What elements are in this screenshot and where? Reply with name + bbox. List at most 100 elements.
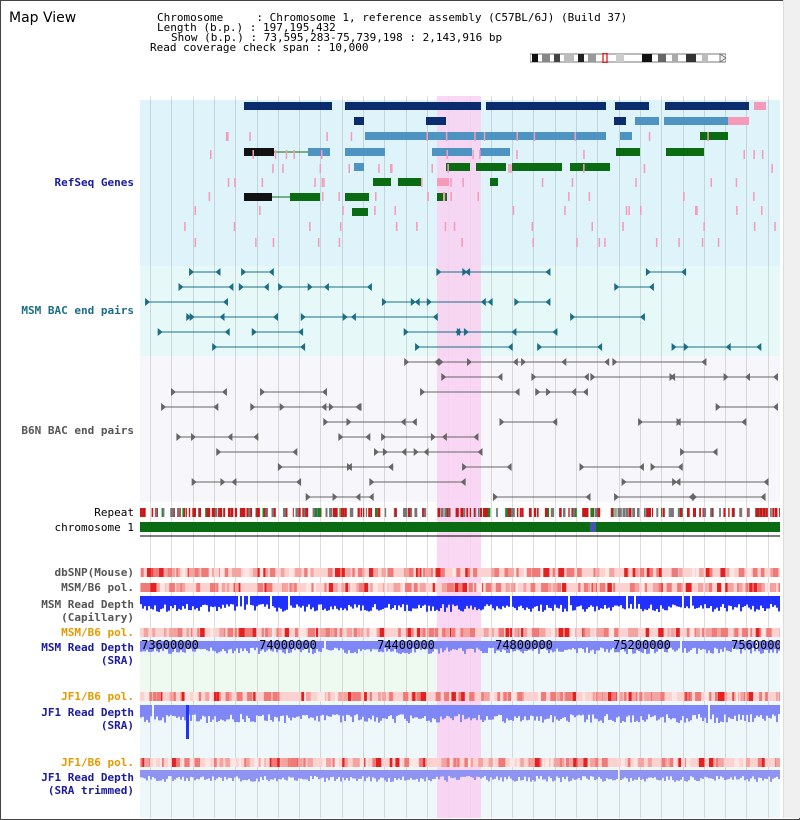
b6n-bac-end-pairs-label[interactable]: B6N BAC end pairs — [21, 424, 134, 437]
bac-end-marker — [639, 313, 645, 321]
depth-bar — [504, 596, 506, 608]
depth-bar — [564, 596, 566, 609]
repeat-mark — [350, 508, 354, 517]
depth-bar — [332, 641, 334, 650]
depth-bar — [140, 641, 142, 652]
depth-bar — [744, 596, 746, 606]
depth-bar — [168, 705, 170, 717]
depth-bar — [670, 641, 672, 648]
refseq-pink-tick — [461, 238, 463, 247]
depth-bar — [602, 705, 604, 723]
heat-cell — [698, 583, 704, 592]
depth-bar — [776, 641, 778, 654]
heat-cell — [704, 692, 710, 701]
heat-cell — [624, 568, 628, 577]
depth-bar — [554, 705, 556, 717]
depth-bar — [584, 596, 586, 612]
repeat-mark — [283, 508, 286, 517]
heat-cell — [715, 628, 721, 637]
depth-bar — [448, 596, 450, 605]
depth-bar — [602, 770, 604, 782]
bac-end-marker — [546, 388, 552, 396]
heat-cell — [255, 628, 258, 637]
heat-cell — [254, 758, 259, 767]
jf1-b6-pol-label[interactable]: JF1/B6 pol. — [61, 690, 134, 703]
msm-b6-pol-label[interactable]: MSM/B6 pol. — [61, 581, 134, 594]
depth-bar — [686, 770, 688, 782]
depth-bar — [160, 770, 162, 781]
depth-bar — [394, 596, 396, 606]
jf1-read-depth-trimmed-label[interactable]: JF1 Read Depth — [41, 771, 134, 784]
genome-plot-area[interactable]: 73600000 74000000 74400000 74800000 75200000… — [140, 96, 780, 818]
depth-bar — [702, 596, 704, 609]
depth-bar — [714, 770, 716, 781]
depth-bar — [480, 770, 482, 779]
heat-cell — [352, 758, 359, 767]
refseq-genes-label[interactable]: RefSeq Genes — [54, 176, 134, 189]
depth-bar — [244, 596, 246, 610]
jf1-b6-pol-2-label[interactable]: JF1/B6 pol. — [61, 756, 134, 769]
bac-end-marker — [191, 478, 197, 486]
refseq-pink-tick — [576, 238, 578, 247]
refseq-pink-tick — [743, 150, 745, 159]
depth-bar — [598, 596, 600, 610]
depth-bar — [452, 770, 454, 779]
depth-bar — [530, 705, 532, 716]
heat-cell — [247, 692, 253, 701]
bac-end-marker — [332, 493, 338, 501]
heat-cell — [233, 568, 240, 577]
depth-bar — [394, 641, 396, 650]
bac-end-marker — [773, 403, 778, 411]
jf1-read-depth-label[interactable]: JF1 Read Depth — [41, 706, 134, 719]
heat-cell — [639, 568, 645, 577]
depth-bar — [222, 705, 224, 721]
repeat-mark — [242, 508, 246, 517]
heat-cell — [196, 583, 201, 592]
bac-end-marker — [161, 403, 167, 411]
depth-bar — [324, 596, 326, 609]
depth-bar — [400, 770, 402, 780]
depth-bar — [352, 641, 354, 654]
depth-bar — [406, 705, 408, 721]
depth-bar — [328, 596, 330, 611]
repeat-mark — [394, 508, 397, 517]
depth-bar — [616, 641, 618, 653]
heat-cell — [670, 628, 675, 637]
repeat-mark — [144, 508, 146, 517]
depth-bar — [290, 641, 292, 653]
depth-bar — [648, 596, 650, 609]
heat-cell — [592, 692, 596, 701]
depth-bar — [220, 770, 222, 778]
depth-bar — [386, 641, 388, 652]
msm-read-depth-capillary-label[interactable]: MSM Read Depth — [41, 598, 134, 611]
heat-cell — [285, 758, 289, 767]
depth-bar — [252, 705, 254, 722]
depth-bar — [346, 705, 348, 715]
depth-bar — [442, 641, 444, 653]
depth-bar — [384, 770, 386, 781]
heat-cell — [141, 583, 147, 592]
depth-bar — [676, 705, 678, 723]
msm-bac-end-pairs-label[interactable]: MSM BAC end pairs — [21, 304, 134, 317]
depth-bar — [408, 705, 410, 723]
depth-bar — [226, 705, 228, 720]
heat-cell — [691, 568, 696, 577]
depth-bar — [172, 770, 174, 781]
depth-bar — [284, 705, 286, 723]
chromosome-ideogram[interactable] — [530, 53, 726, 63]
depth-bar — [400, 705, 402, 715]
repeat-mark — [622, 508, 626, 517]
heat-cell — [557, 692, 561, 701]
vertical-scrollbar[interactable] — [783, 0, 800, 818]
refseq-pink-tick — [445, 132, 448, 141]
repeat-mark — [466, 508, 469, 517]
msm-read-depth-sra-label[interactable]: MSM Read Depth — [41, 641, 134, 654]
refseq-pink-tick — [282, 164, 284, 173]
heat-cell — [678, 758, 681, 767]
heat-cell — [568, 568, 573, 577]
heat-cell — [225, 758, 230, 767]
depth-bar — [712, 641, 714, 654]
dbsnp-label[interactable]: dbSNP(Mouse) — [54, 566, 134, 579]
bac-end-marker — [462, 463, 468, 471]
msm-b6-pol-sra-label[interactable]: MSM/B6 pol. — [61, 626, 134, 639]
